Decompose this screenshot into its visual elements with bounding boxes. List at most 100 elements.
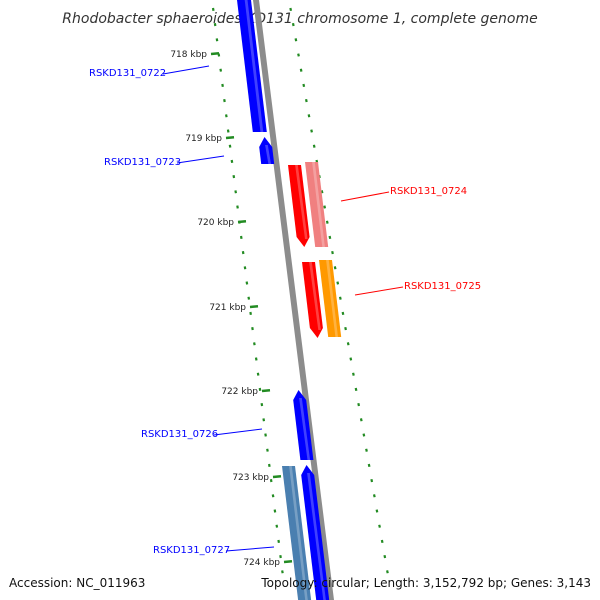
leader-line-rskd131-0727 xyxy=(225,546,275,552)
gene-feature-rskd131-0727-highlight xyxy=(307,473,326,600)
outer-minor-tick xyxy=(302,83,306,88)
outer-minor-tick xyxy=(359,418,363,422)
gene-feature-rskd131-0727-alt xyxy=(282,466,312,600)
outer-minor-tick xyxy=(370,478,374,483)
outer-minor-tick xyxy=(338,296,342,300)
outer-minor-tick xyxy=(323,205,327,209)
inner-minor-tick xyxy=(253,342,256,346)
outer-minor-tick xyxy=(372,494,376,498)
outer-minor-tick xyxy=(352,372,355,376)
inner-minor-tick xyxy=(267,463,271,467)
outer-minor-tick xyxy=(349,357,353,361)
outer-minor-tick xyxy=(341,311,345,316)
inner-minor-tick xyxy=(224,114,228,118)
inner-minor-tick xyxy=(258,387,262,391)
inner-minor-tick xyxy=(256,372,260,376)
inner-minor-tick xyxy=(275,524,279,528)
outer-minor-tick xyxy=(375,509,379,513)
inner-minor-tick xyxy=(273,509,277,513)
inner-minor-tick xyxy=(223,99,226,103)
scale-label: 720 kbp xyxy=(197,218,234,228)
major-scale-tick xyxy=(210,51,220,56)
inner-minor-tick xyxy=(226,129,230,133)
inner-minor-tick xyxy=(264,433,267,437)
outer-minor-tick xyxy=(331,250,334,255)
accession-text: Accession: NC_011963 xyxy=(9,576,146,590)
leader-line-rskd131-0724 xyxy=(340,191,390,202)
major-scale-tick xyxy=(272,474,282,479)
gene-feature-rskd131-0726-highlight xyxy=(299,398,311,460)
inner-minor-tick xyxy=(219,68,223,72)
leader-line-rskd131-0723 xyxy=(176,155,225,164)
gene-feature-rskd131-0724-highlight xyxy=(295,165,308,239)
major-scale-tick xyxy=(261,388,271,393)
outer-minor-tick xyxy=(312,144,316,148)
scale-label: 719 kbp xyxy=(185,134,222,144)
leader-line-rskd131-0726 xyxy=(213,428,263,436)
inner-minor-tick xyxy=(277,539,281,543)
outer-minor-tick xyxy=(291,22,295,27)
inner-minor-tick xyxy=(243,266,247,270)
outer-minor-tick xyxy=(304,98,308,103)
gene-labels: RSKD131_0722 RSKD131_0723 RSKD131_0724 RSKD… xyxy=(89,65,481,556)
gene-feature-rskd131-0724-alt-highlight xyxy=(312,162,325,247)
outer-minor-tick xyxy=(380,539,384,544)
outer-minor-tick xyxy=(383,554,387,559)
scale-label: 723 kbp xyxy=(232,473,269,483)
leader-line-rskd131-0722 xyxy=(162,65,210,75)
outer-minor-tick xyxy=(320,190,324,194)
inner-minor-tick xyxy=(251,327,254,331)
outer-minor-tick xyxy=(336,281,340,285)
inner-minor-tick xyxy=(215,38,219,42)
outer-minor-tick xyxy=(325,220,329,224)
inner-minor-tick xyxy=(228,144,232,148)
gene-feature-rskd131-0722 xyxy=(237,0,267,132)
scale-labels: 718 kbp 719 kbp 720 kbp 721 kbp 722 kbp 723 k… xyxy=(170,50,293,568)
inner-minor-tick xyxy=(234,190,238,194)
gene-feature-rskd131-0725 xyxy=(302,262,323,338)
gene-label-rskd131-0723: RSKD131_0723 xyxy=(104,157,181,168)
major-scale-tick xyxy=(283,559,293,564)
outer-minor-tick xyxy=(328,235,332,240)
gene-label-rskd131-0727: RSKD131_0727 xyxy=(153,545,230,556)
gene-feature-rskd131-0725-highlight xyxy=(309,262,321,330)
gene-label-rskd131-0725: RSKD131_0725 xyxy=(404,281,481,292)
inner-minor-tick xyxy=(232,175,236,179)
outer-minor-tick xyxy=(310,129,313,133)
major-scale-tick xyxy=(249,304,259,309)
gene-feature-rskd131-0723 xyxy=(259,137,275,164)
outer-minor-tick xyxy=(357,402,361,407)
outer-minor-tick xyxy=(289,7,293,12)
outer-minor-tick xyxy=(294,38,298,42)
scale-label: 722 kbp xyxy=(221,387,258,397)
gene-feature-rskd131-0727-alt-highlight xyxy=(289,466,308,600)
chromosome-backbone xyxy=(253,0,334,600)
outer-minor-tick xyxy=(307,114,311,118)
scale-label: 724 kbp xyxy=(243,558,280,568)
gene-feature-rskd131-0727 xyxy=(301,465,330,600)
inner-tick-ring xyxy=(211,7,284,574)
inner-minor-tick xyxy=(245,281,249,285)
gene-feature-rskd131-0725-alt-highlight xyxy=(326,260,338,337)
outer-minor-tick xyxy=(362,433,366,437)
gene-feature-rskd131-0724-alt xyxy=(305,162,329,247)
inner-minor-tick xyxy=(236,205,239,209)
inner-minor-tick xyxy=(249,311,252,315)
inner-minor-tick xyxy=(266,448,269,452)
outer-minor-tick xyxy=(299,68,303,72)
scale-label: 718 kbp xyxy=(170,50,207,60)
outer-minor-tick xyxy=(297,53,300,57)
gene-label-rskd131-0722: RSKD131_0722 xyxy=(89,68,166,79)
inner-minor-tick xyxy=(241,251,245,255)
outer-minor-tick xyxy=(367,463,371,468)
gene-label-rskd131-0726: RSKD131_0726 xyxy=(141,429,218,440)
topology-summary: Topology: circular; Length: 3,152,792 bp… xyxy=(261,576,591,590)
outer-minor-tick xyxy=(386,570,389,574)
inner-minor-tick xyxy=(239,235,243,239)
gene-label-rskd131-0724: RSKD131_0724 xyxy=(390,186,467,197)
gene-feature-rskd131-0726 xyxy=(293,390,314,460)
inner-minor-tick xyxy=(271,494,275,498)
inner-minor-tick xyxy=(254,357,258,361)
major-scale-tick xyxy=(237,219,247,224)
